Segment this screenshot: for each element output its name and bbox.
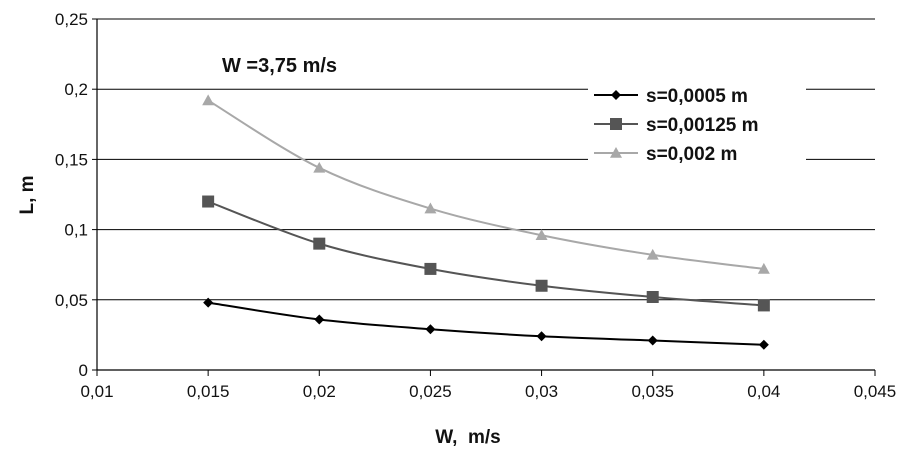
data-point xyxy=(424,202,437,214)
data-point xyxy=(536,331,547,342)
x-tick-label: 0,035 xyxy=(631,382,674,401)
y-tick-label: 0,15 xyxy=(55,150,88,169)
x-tick-label: 0,04 xyxy=(747,382,780,401)
legend: s=0,0005 m s=0,00125 m s=0,002 m xyxy=(588,80,806,165)
legend-item: s=0,0005 m xyxy=(594,86,748,107)
data-point xyxy=(646,248,659,260)
data-point xyxy=(202,195,215,208)
y-tick-label: 0,05 xyxy=(55,291,88,310)
annotation-text: W =3,75 m/s xyxy=(222,55,337,77)
x-tick-label: 0,045 xyxy=(854,382,897,401)
series-3 xyxy=(202,94,770,274)
x-tick-label: 0,015 xyxy=(187,382,230,401)
x-tick-label: 0,02 xyxy=(303,382,336,401)
x-tick-label: 0,025 xyxy=(409,382,452,401)
legend-marker xyxy=(611,90,621,100)
y-tick-label: 0,25 xyxy=(55,10,88,29)
data-point xyxy=(314,314,325,325)
y-tick-label: 0,1 xyxy=(64,221,88,240)
series-1 xyxy=(203,297,769,350)
x-tick-label: 0,01 xyxy=(80,382,113,401)
series-line xyxy=(207,99,764,270)
data-point xyxy=(758,339,769,350)
x-axis-title: W, m/s xyxy=(435,427,500,448)
legend-marker xyxy=(610,147,622,158)
series-line xyxy=(207,301,764,346)
axes xyxy=(96,19,875,371)
data-point xyxy=(313,161,326,173)
x-axis-ticks: 0,01 0,015 0,02 0,025 0,03 0,035 0,04 0,045 xyxy=(80,370,896,401)
legend-box xyxy=(588,80,806,162)
data-point xyxy=(313,237,326,250)
legend-label: s=0,002 m xyxy=(646,144,737,165)
data-point xyxy=(646,290,659,303)
data-point xyxy=(757,262,770,274)
legend-item: s=0,002 m xyxy=(594,144,737,165)
legend-label: s=0,00125 m xyxy=(646,115,759,136)
series-2 xyxy=(202,195,770,312)
x-tick-label: 0,03 xyxy=(525,382,558,401)
y-tick-label: 0,2 xyxy=(64,80,88,99)
legend-label: s=0,0005 m xyxy=(646,86,748,107)
legend-item: s=0,00125 m xyxy=(594,115,759,136)
y-tick-label: 0 xyxy=(79,361,88,380)
legend-marker xyxy=(610,118,622,130)
y-axis-title: L, m xyxy=(17,175,38,214)
series-line xyxy=(207,200,764,307)
series-lines xyxy=(202,94,770,350)
data-point xyxy=(647,335,658,346)
data-point xyxy=(757,299,770,312)
data-point xyxy=(203,297,214,308)
data-point xyxy=(535,229,548,241)
data-point xyxy=(535,279,548,292)
y-axis-ticks: 0 0,05 0,1 0,15 0,2 0,25 xyxy=(55,10,97,380)
data-point xyxy=(202,94,215,106)
data-point xyxy=(425,324,436,335)
data-point xyxy=(424,262,437,275)
